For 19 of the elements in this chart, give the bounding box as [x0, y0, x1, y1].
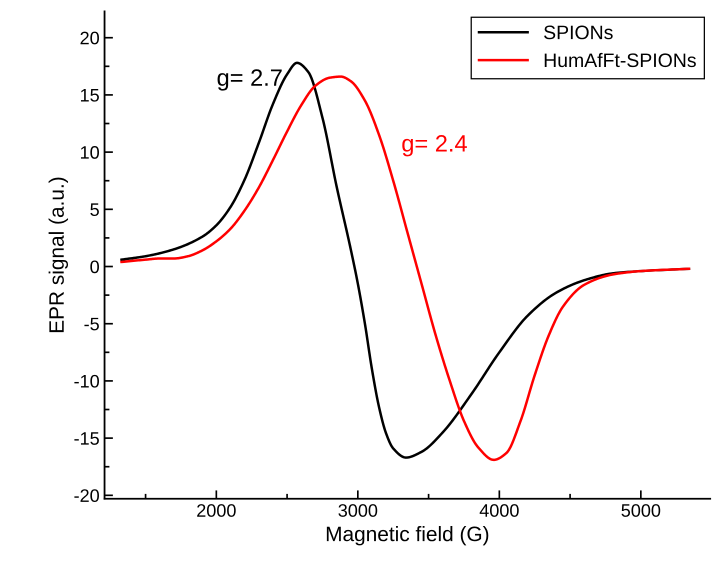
- y-tick-label: 20: [80, 32, 99, 44]
- y-axis-title: EPR signal (a.u.): [48, 178, 68, 332]
- y-tick-label: -10: [74, 374, 99, 388]
- y-tick-label: 10: [80, 146, 99, 159]
- x-tick-label: 3000: [338, 504, 378, 517]
- x-tick-label: 4000: [480, 504, 519, 517]
- legend-label: SPIONs: [544, 26, 613, 40]
- x-tick-label: 5000: [621, 504, 660, 517]
- y-tick-label: -20: [74, 489, 99, 502]
- annotation: g= 2.4: [402, 135, 467, 156]
- y-tick-label: 5: [90, 203, 99, 216]
- y-tick-label: -5: [84, 318, 99, 330]
- x-tick-label: 2000: [197, 504, 236, 517]
- y-tick-label: 0: [90, 260, 99, 274]
- annotation: g= 2.7: [218, 69, 282, 91]
- y-tick-label: -15: [74, 432, 99, 445]
- y-tick-label: 15: [80, 89, 99, 102]
- legend-label: HumAfFt-SPIONs: [544, 52, 696, 68]
- x-axis-title: Magnetic field (G): [326, 526, 488, 546]
